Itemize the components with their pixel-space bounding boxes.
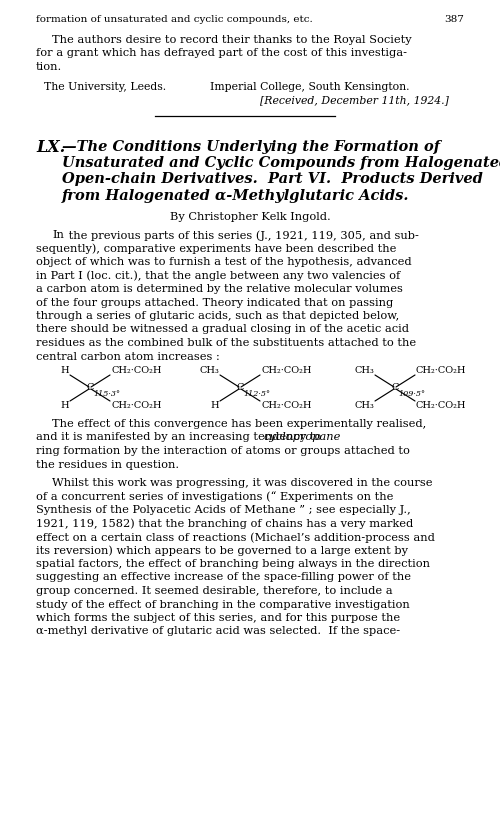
Text: H: H [210, 401, 219, 410]
Text: of a concurrent series of investigations (“ Experiments on the: of a concurrent series of investigations… [36, 492, 394, 502]
Text: —The Conditions Underlying the Formation of: —The Conditions Underlying the Formation… [62, 139, 440, 153]
Text: and it is manifested by an increasing tendency to: and it is manifested by an increasing te… [36, 432, 325, 442]
Text: the residues in question.: the residues in question. [36, 460, 179, 469]
Text: ring formation by the interaction of atoms or groups attached to: ring formation by the interaction of ato… [36, 446, 410, 456]
Text: Open-chain Derivatives.  Part VI.  Products Derived: Open-chain Derivatives. Part VI. Product… [62, 172, 483, 186]
Text: CH₂·CO₂H: CH₂·CO₂H [416, 366, 467, 375]
Text: there should be witnessed a gradual closing in of the acetic acid: there should be witnessed a gradual clos… [36, 324, 409, 334]
Text: group concerned. It seemed desirable, therefore, to include a: group concerned. It seemed desirable, th… [36, 586, 393, 596]
Text: Unsaturated and Cyclic Compounds from Halogenated: Unsaturated and Cyclic Compounds from Ha… [62, 156, 500, 170]
Text: from Halogenated α-Methylglutaric Acids.: from Halogenated α-Methylglutaric Acids. [62, 189, 410, 203]
Text: object of which was to furnish a test of the hypothesis, advanced: object of which was to furnish a test of… [36, 257, 412, 267]
Text: effect on a certain class of reactions (Michael’s addition-process and: effect on a certain class of reactions (… [36, 532, 435, 543]
Text: Synthesis of the Polyacetic Acids of Methane ” ; see especially J.,: Synthesis of the Polyacetic Acids of Met… [36, 505, 411, 515]
Text: 1921, 119, 1582) that the branching of chains has a very marked: 1921, 119, 1582) that the branching of c… [36, 518, 413, 529]
Text: study of the effect of branching in the comparative investigation: study of the effect of branching in the … [36, 600, 410, 610]
Text: suggesting an effective increase of the space-filling power of the: suggesting an effective increase of the … [36, 573, 411, 582]
Text: 112·5°: 112·5° [243, 390, 270, 398]
Text: CH₃: CH₃ [354, 366, 374, 375]
Text: C: C [392, 384, 398, 393]
Text: its reversion) which appears to be governed to a large extent by: its reversion) which appears to be gover… [36, 545, 408, 556]
Text: CH₂·CO₂H: CH₂·CO₂H [111, 366, 162, 375]
Text: which forms the subject of this series, and for this purpose the: which forms the subject of this series, … [36, 613, 400, 623]
Text: central carbon atom increases :: central carbon atom increases : [36, 351, 220, 361]
Text: residues as the combined bulk of the substituents attached to the: residues as the combined bulk of the sub… [36, 338, 416, 348]
Text: cyclopropane: cyclopropane [264, 432, 341, 442]
Text: formation of unsaturated and cyclic compounds, etc.: formation of unsaturated and cyclic comp… [36, 15, 313, 24]
Text: CH₂·CO₂H: CH₂·CO₂H [261, 366, 312, 375]
Text: C: C [236, 384, 244, 393]
Text: CH₂·CO₂H: CH₂·CO₂H [416, 401, 467, 410]
Text: CH₃: CH₃ [199, 366, 219, 375]
Text: through a series of glutaric acids, such as that depicted below,: through a series of glutaric acids, such… [36, 311, 399, 321]
Text: CH₂·CO₂H: CH₂·CO₂H [261, 401, 312, 410]
Text: The effect of this convergence has been experimentally realised,: The effect of this convergence has been … [52, 419, 426, 429]
Text: C: C [86, 384, 94, 393]
Text: 387: 387 [444, 15, 464, 24]
Text: By Christopher Kelk Ingold.: By Christopher Kelk Ingold. [170, 211, 330, 221]
Text: 109·5°: 109·5° [398, 390, 425, 398]
Text: H: H [60, 401, 69, 410]
Text: the previous parts of this series (J., 1921, 119, 305, and sub-: the previous parts of this series (J., 1… [65, 230, 419, 241]
Text: The University, Leeds.: The University, Leeds. [44, 82, 166, 92]
Text: [Received, December 11th, 1924.]: [Received, December 11th, 1924.] [260, 96, 449, 106]
Text: of the four groups attached. Theory indicated that on passing: of the four groups attached. Theory indi… [36, 298, 393, 308]
Text: LX.: LX. [36, 139, 65, 157]
Text: sequently), comparative experiments have been described the: sequently), comparative experiments have… [36, 243, 397, 254]
Text: for a grant which has defrayed part of the cost of this investiga-: for a grant which has defrayed part of t… [36, 49, 407, 59]
Text: spatial factors, the effect of branching being always in the direction: spatial factors, the effect of branching… [36, 559, 430, 569]
Text: in Part I (loc. cit.), that the angle between any two valencies of: in Part I (loc. cit.), that the angle be… [36, 271, 400, 281]
Text: In: In [52, 230, 64, 240]
Text: CH₃: CH₃ [354, 401, 374, 410]
Text: Imperial College, South Kensington.: Imperial College, South Kensington. [210, 82, 410, 92]
Text: Whilst this work was progressing, it was discovered in the course: Whilst this work was progressing, it was… [52, 478, 432, 488]
Text: CH₂·CO₂H: CH₂·CO₂H [111, 401, 162, 410]
Text: α-methyl derivative of glutaric acid was selected.  If the space-: α-methyl derivative of glutaric acid was… [36, 626, 400, 637]
Text: a carbon atom is determined by the relative molecular volumes: a carbon atom is determined by the relat… [36, 284, 403, 294]
Text: H: H [60, 366, 69, 375]
Text: tion.: tion. [36, 62, 62, 72]
Text: 115·3°: 115·3° [93, 390, 120, 398]
Text: The authors desire to record their thanks to the Royal Society: The authors desire to record their thank… [52, 35, 412, 45]
